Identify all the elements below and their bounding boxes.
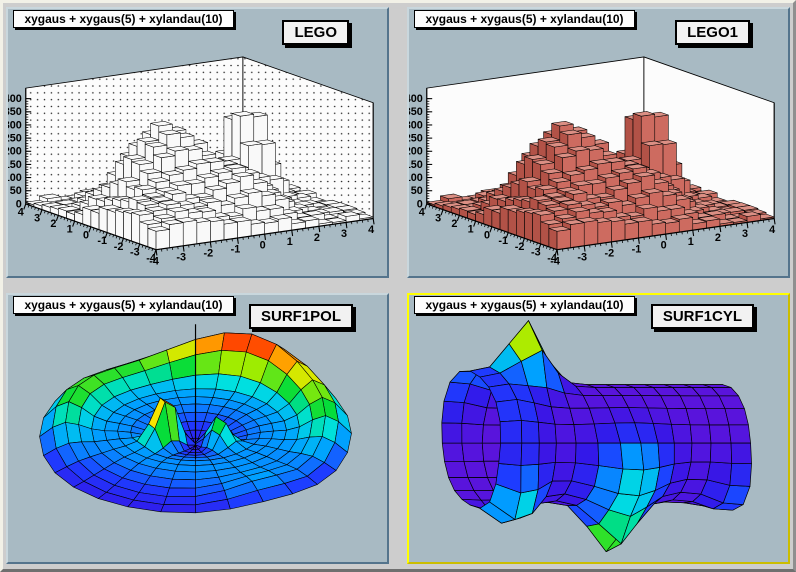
- svg-text:0: 0: [661, 240, 667, 252]
- svg-text:3: 3: [742, 228, 748, 240]
- svg-text:1: 1: [287, 236, 293, 248]
- svg-text:-2: -2: [114, 241, 124, 253]
- svg-text:2: 2: [451, 218, 457, 230]
- svg-text:0: 0: [83, 230, 89, 242]
- pad-lego1[interactable]: xygaus + xygaus(5) + xylandau(10) LEGO1 …: [407, 7, 790, 278]
- svg-text:50: 50: [10, 185, 22, 197]
- svg-text:100: 100: [8, 172, 22, 184]
- svg-text:1: 1: [67, 224, 73, 236]
- draw-option-label-surf1pol[interactable]: SURF1POL: [248, 304, 353, 329]
- svg-text:4: 4: [18, 207, 24, 219]
- svg-text:400: 400: [409, 93, 423, 105]
- svg-text:4: 4: [368, 224, 374, 236]
- svg-text:-3: -3: [130, 247, 140, 259]
- svg-text:-1: -1: [498, 235, 508, 247]
- svg-text:250: 250: [8, 133, 22, 145]
- function-title-box[interactable]: xygaus + xygaus(5) + xylandau(10): [13, 10, 234, 28]
- svg-text:200: 200: [8, 146, 22, 158]
- svg-text:250: 250: [409, 133, 423, 145]
- svg-text:300: 300: [8, 119, 22, 131]
- svg-text:200: 200: [409, 146, 423, 158]
- svg-text:3: 3: [435, 212, 441, 224]
- svg-text:-1: -1: [97, 235, 107, 247]
- function-title-box[interactable]: xygaus + xygaus(5) + xylandau(10): [414, 10, 635, 28]
- svg-text:300: 300: [409, 119, 423, 131]
- draw-option-label-surf1cyl[interactable]: SURF1CYL: [650, 304, 754, 329]
- svg-text:150: 150: [8, 159, 22, 171]
- svg-text:-4: -4: [146, 252, 156, 264]
- svg-text:-2: -2: [204, 248, 214, 260]
- svg-text:-3: -3: [176, 251, 186, 263]
- svg-text:350: 350: [8, 106, 22, 118]
- svg-text:-3: -3: [531, 247, 541, 259]
- pad-surf1pol[interactable]: xygaus + xygaus(5) + xylandau(10) SURF1P…: [6, 293, 389, 564]
- svg-text:-4: -4: [149, 255, 159, 267]
- svg-text:2: 2: [314, 232, 320, 244]
- svg-text:0: 0: [484, 230, 490, 242]
- svg-text:2: 2: [50, 218, 56, 230]
- svg-text:0: 0: [417, 198, 423, 210]
- svg-text:-1: -1: [632, 244, 642, 256]
- svg-text:3: 3: [34, 212, 40, 224]
- svg-text:-2: -2: [605, 248, 615, 260]
- function-title-box[interactable]: xygaus + xygaus(5) + xylandau(10): [13, 296, 234, 314]
- svg-text:4: 4: [419, 207, 425, 219]
- svg-text:50: 50: [411, 185, 423, 197]
- canvas-area: xygaus + xygaus(5) + xylandau(10) LEGO 0…: [3, 3, 793, 569]
- svg-text:0: 0: [16, 198, 22, 210]
- svg-text:-2: -2: [515, 241, 525, 253]
- surf1cyl-plot[interactable]: [409, 295, 788, 562]
- svg-text:3: 3: [341, 228, 347, 240]
- svg-text:-3: -3: [577, 251, 587, 263]
- svg-text:-4: -4: [550, 255, 560, 267]
- lego1-plot[interactable]: 050100150200250300350400-4-3-2-101234432…: [409, 9, 788, 276]
- draw-option-label-lego1[interactable]: LEGO1: [675, 20, 750, 45]
- svg-text:1: 1: [688, 236, 694, 248]
- svg-text:-4: -4: [547, 252, 557, 264]
- svg-text:0: 0: [260, 240, 266, 252]
- svg-text:1: 1: [468, 224, 474, 236]
- svg-text:100: 100: [409, 172, 423, 184]
- pad-lego[interactable]: xygaus + xygaus(5) + xylandau(10) LEGO 0…: [6, 7, 389, 278]
- surf1pol-plot[interactable]: [8, 295, 387, 562]
- lego-plot[interactable]: 050100150200250300350400-4-3-2-101234432…: [8, 9, 387, 276]
- svg-text:2: 2: [715, 232, 721, 244]
- svg-text:400: 400: [8, 93, 22, 105]
- draw-option-label-lego[interactable]: LEGO: [282, 20, 349, 45]
- svg-text:4: 4: [769, 224, 775, 236]
- function-title-box[interactable]: xygaus + xygaus(5) + xylandau(10): [414, 296, 635, 314]
- svg-text:350: 350: [409, 106, 423, 118]
- svg-text:-1: -1: [231, 244, 241, 256]
- svg-text:150: 150: [409, 159, 423, 171]
- pad-surf1cyl-selected[interactable]: xygaus + xygaus(5) + xylandau(10) SURF1C…: [407, 293, 790, 564]
